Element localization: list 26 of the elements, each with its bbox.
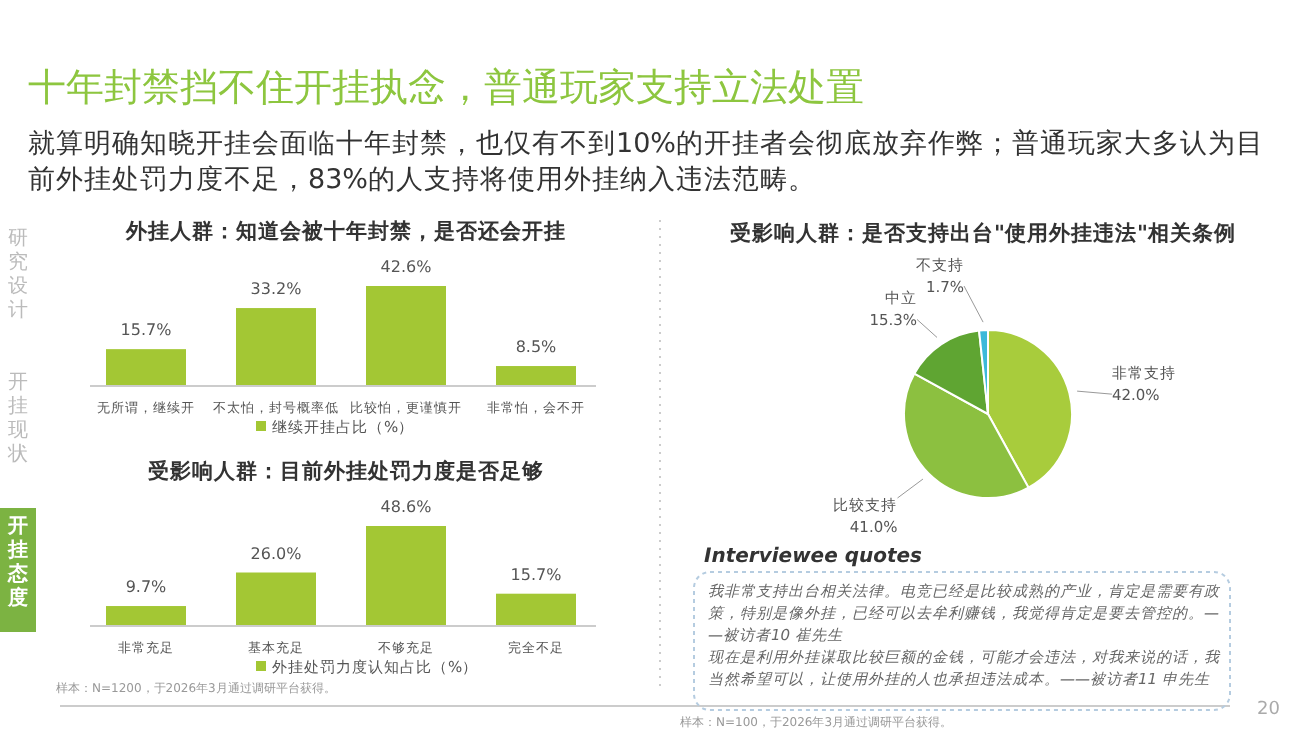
data-label: 48.6% [380, 498, 433, 516]
bar [366, 526, 446, 626]
bar [106, 349, 186, 386]
text: Interviewee quotes [704, 546, 923, 568]
chart-title: 受影响人群：是否支持出台"使用外挂违法"相关条例 [728, 220, 1236, 246]
chart-title: 受影响人群：目前外挂处罚力度是否足够 [146, 458, 544, 484]
chart-title: 外挂人群：知道会被十年封禁，是否还会开挂 [124, 218, 566, 244]
bar [106, 606, 186, 626]
text: 研究设计 [8, 228, 28, 322]
data-label: 9.7% [125, 578, 168, 597]
bar [496, 366, 576, 386]
data-label: 42.6% [380, 258, 433, 276]
bar [236, 308, 316, 386]
data-label: 8.5% [515, 338, 558, 357]
data-label: 26.0% [250, 544, 303, 563]
text: 就算明确知晓开挂会面临十年封禁，也仅有不到10%的开挂者会彻底放弃作弊；普通玩家大多认为目前外挂处罚力度不足，83%的人支持将使用外挂纳入违法范畴。 [28, 126, 1265, 196]
text: 开挂现状 [6, 372, 28, 466]
bar [236, 572, 316, 626]
data-label: 15.7% [120, 321, 173, 340]
text: 十年封禁挡不住开挂执念，普通玩家支持立法处置 [28, 66, 864, 110]
bar [496, 593, 576, 626]
bar [366, 286, 446, 386]
text: 20 [1257, 700, 1281, 720]
text: 开挂态度 [6, 516, 30, 610]
data-label: 33.2% [250, 280, 303, 299]
data-label: 15.7% [510, 565, 563, 584]
